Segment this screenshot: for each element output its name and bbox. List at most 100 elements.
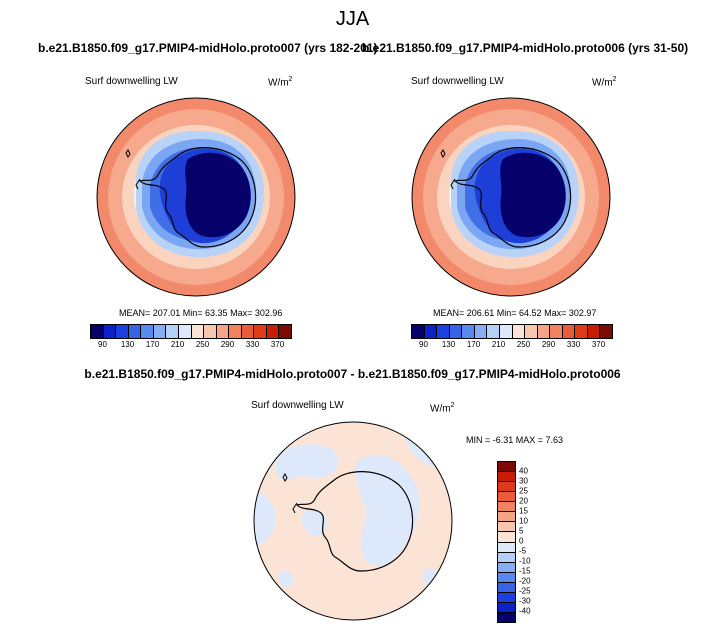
colorbar-swatch [498,552,515,563]
colorbar-swatch [204,325,217,338]
colorbar-swatch [191,325,205,338]
colorbar-swatch [498,462,515,473]
colorbar-swatch [241,325,255,338]
panel2-case-title: b.e21.B1850.f09_g17.PMIP4-midHolo.proto0… [362,41,689,55]
colorbar-swatch [153,325,167,338]
colorbar-swatch [498,572,515,583]
colorbar-swatch [166,325,179,338]
panel1-variable-label: Surf downwelling LW [85,76,178,87]
colorbar-swatch [498,502,515,513]
colorbar-label: -30 [519,596,531,606]
colorbar-swatch [487,325,500,338]
colorbar-swatch [498,592,515,603]
diff-units: W/m2 [430,402,455,415]
colorbar-label: 130 [120,340,135,349]
colorbar-label: -20 [519,576,531,586]
diff-map [253,421,453,621]
panel1-stats: MEAN= 207.01 Min= 63.35 Max= 302.96 [119,308,283,318]
colorbar-swatch [562,325,576,338]
panel2-units: W/m2 [592,76,617,89]
colorbar-label: 170 [466,340,481,349]
colorbar-swatch [449,325,463,338]
colorbar-swatch [498,522,515,533]
colorbar-label: 170 [145,340,160,349]
colorbar-swatch [474,325,488,338]
colorbar-swatch [499,325,513,338]
colorbar-swatch [462,325,475,338]
panel2-variable-label: Surf downwelling LW [411,76,504,87]
panel1-units: W/m2 [268,76,293,89]
colorbar-label: 0 [519,536,524,546]
colorbar-label: 90 [419,340,428,349]
panel1-map [96,97,296,297]
panel1-colorbar-labels: 90 130 170 210 250 290 330 370 [90,340,290,352]
colorbar-label: 290 [541,340,556,349]
colorbar-swatch [424,325,438,338]
colorbar-label: 130 [441,340,456,349]
colorbar-swatch [575,325,588,338]
colorbar-label: 370 [591,340,606,349]
colorbar-label: -25 [519,586,531,596]
colorbar-swatch [537,325,551,338]
panel1-colorbar [90,324,292,339]
colorbar-swatch [525,325,538,338]
colorbar-label: 210 [170,340,185,349]
colorbar-label: 250 [195,340,210,349]
colorbar-label: 330 [566,340,581,349]
colorbar-label: 5 [519,526,524,536]
colorbar-label: 250 [516,340,531,349]
colorbar-swatch [128,325,142,338]
diff-case-title: b.e21.B1850.f09_g17.PMIP4-midHolo.proto0… [84,367,621,381]
colorbar-swatch [254,325,267,338]
diff-variable-label: Surf downwelling LW [251,400,344,411]
colorbar-label: 330 [245,340,260,349]
colorbar-label: 10 [519,516,528,526]
colorbar-swatch [498,612,515,622]
colorbar-label: 290 [220,340,235,349]
colorbar-label: -10 [519,556,531,566]
colorbar-swatch [178,325,192,338]
colorbar-swatch [550,325,563,338]
plot-title: JJA [335,8,370,30]
colorbar-swatch [498,492,515,503]
colorbar-label: 20 [519,496,528,506]
colorbar-swatch [498,582,515,593]
colorbar-swatch [498,602,515,613]
colorbar-label: 90 [98,340,107,349]
colorbar-swatch [600,325,612,338]
colorbar-swatch [279,325,291,338]
colorbar-swatch [498,532,515,543]
panel2-map [411,97,611,297]
colorbar-swatch [498,562,515,573]
colorbar-label: 40 [519,466,528,476]
colorbar-label: -40 [519,606,531,616]
colorbar-label: 30 [519,476,528,486]
colorbar-swatch [437,325,450,338]
diff-colorbar [497,461,516,623]
colorbar-label: -15 [519,566,531,576]
colorbar-label: 370 [270,340,285,349]
colorbar-label: 210 [491,340,506,349]
colorbar-swatch [498,482,515,493]
colorbar-swatch [412,325,425,338]
colorbar-swatch [587,325,601,338]
panel1-case-title: b.e21.B1850.f09_g17.PMIP4-midHolo.proto0… [38,41,378,55]
colorbar-swatch [266,325,280,338]
colorbar-swatch [498,512,515,523]
colorbar-swatch [216,325,230,338]
panel2-colorbar-labels: 90 130 170 210 250 290 330 370 [411,340,611,352]
colorbar-swatch [116,325,129,338]
colorbar-swatch [103,325,117,338]
diff-stats: MIN = -6.31 MAX = 7.63 [466,435,564,445]
panel2-stats: MEAN= 206.61 Min= 64.52 Max= 302.97 [433,308,597,318]
colorbar-swatch [229,325,242,338]
diff-colorbar-labels: 40 30 25 20 15 10 5 0 -5 -10 -15 -20 -25 -30 -40 [519,461,549,621]
colorbar-label: 15 [519,506,528,516]
colorbar-label: -5 [519,546,527,556]
colorbar-label: 25 [519,486,528,496]
colorbar-swatch [91,325,104,338]
colorbar-swatch [141,325,154,338]
colorbar-swatch [498,472,515,483]
panel2-colorbar [411,324,613,339]
colorbar-swatch [512,325,526,338]
